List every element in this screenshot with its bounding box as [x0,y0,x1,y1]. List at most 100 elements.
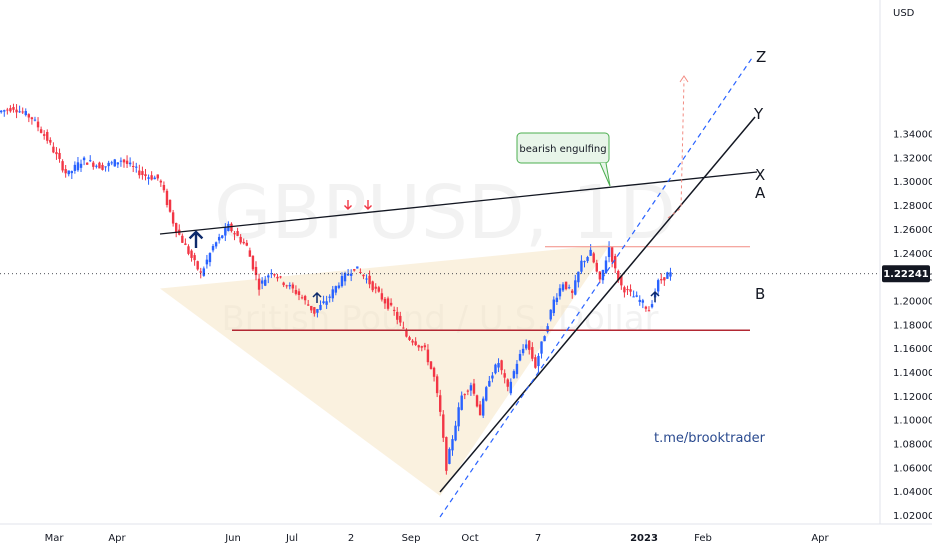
candle-body [58,152,61,159]
candle-body [150,175,153,180]
candle-body [79,163,83,168]
candle-body [181,235,184,243]
candle-body [644,306,648,309]
candle-body [9,108,12,112]
candle-body [52,146,55,153]
price-tick-label: 1.30000 [893,177,932,188]
candle-body [567,287,571,289]
candle-body [546,326,549,332]
candle-body [331,289,334,299]
candle-body [601,269,605,281]
time-tick-label: Oct [461,533,478,544]
candle-body [217,236,221,241]
candle-body [632,296,635,298]
candle-body [193,255,196,261]
candle-body [356,266,359,269]
candle-body [583,261,586,263]
up-arrow-icon [312,291,322,303]
candle-body [623,287,626,293]
candle-body [42,134,46,136]
candle-body [291,284,295,289]
candle-body [279,276,282,278]
candle-body [101,164,104,170]
candle-body [285,285,288,287]
candle-body [208,253,212,263]
candle-body [478,404,482,416]
candle-body [586,257,589,262]
candle-body [377,287,381,292]
candle-body [604,260,608,274]
label-y: Y [753,105,764,123]
candle-body [432,367,436,377]
bearish-engulfing-callout[interactable]: bearish engulfing [516,132,611,187]
candle-body [297,291,301,295]
candle-body [429,361,433,369]
candle-body [82,157,86,161]
candle-body [334,286,338,293]
candle-body [386,298,390,309]
candle-body [233,233,236,235]
candle-body [187,246,190,254]
candle-body [663,277,666,281]
price-tick-label: 1.10000 [893,416,932,427]
candle-body [592,253,595,263]
candle-body [264,279,267,286]
price-tick-label: 1.06000 [893,463,932,474]
candle-body [113,159,116,167]
candle-body [528,340,531,350]
candle-body [466,390,470,392]
candle-body [303,296,307,301]
candle-body [138,170,141,176]
candle-body [202,268,206,276]
candle-body [27,114,31,118]
candle-body [76,162,80,171]
candle-body [414,341,417,345]
candle-body [64,169,67,174]
dashed-trendline-z[interactable] [439,57,753,518]
price-tick-label: 1.34000 [893,130,932,141]
candle-body [273,274,276,276]
candle-body [463,394,466,396]
time-tick-label: 7 [535,533,541,544]
candle-body [61,161,64,171]
candle-body [488,380,491,387]
candle-body [650,304,654,308]
candle-body [21,111,24,113]
candle-body [469,385,473,391]
candle-body [445,437,448,471]
candle-body [481,398,485,416]
candle-body [405,330,408,337]
price-axis[interactable]: 1.34000 1.32000 1.30000 1.28000 1.26000 1.240… [893,130,932,522]
price-tick-label: 1.16000 [893,344,932,355]
candle-body [392,309,396,311]
candle-body [135,166,138,168]
candle-body [122,159,126,163]
candle-body [353,269,356,271]
candle-body [307,304,310,306]
time-tick-label: 2 [348,533,354,544]
pattern-triangle-area [160,244,610,496]
candle-body [214,242,218,247]
candle-body [15,109,18,113]
candle-body [442,414,445,438]
candle-body [417,345,420,348]
candle-body [132,165,135,167]
candle-body [254,266,258,276]
time-tick-label: Apr [108,533,126,544]
candle-body [270,273,273,275]
projection-arrowhead [679,75,689,83]
candle-body [552,299,555,314]
candle-body [288,285,291,287]
currency-label: USD [893,8,915,19]
candle-body [147,177,150,179]
candle-body [248,250,252,257]
trendline-x[interactable] [159,171,758,235]
price-tick-label: 1.20000 [893,296,932,307]
trendline-y[interactable] [439,116,756,493]
candle-body [322,301,325,304]
time-axis[interactable]: Mar Apr Jun Jul 2 Sep Oct 7 2023 Feb Apr [45,533,830,544]
time-tick-label: Feb [694,533,712,544]
price-tick-label: 1.12000 [893,392,932,403]
candle-body [571,290,574,293]
candle-body [67,170,70,175]
